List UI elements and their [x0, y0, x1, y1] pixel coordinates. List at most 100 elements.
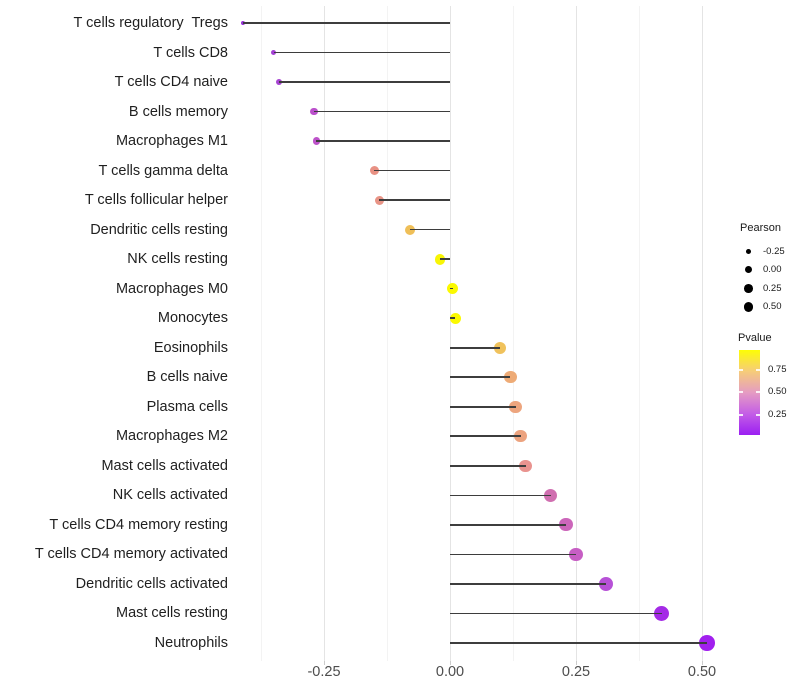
lollipop-dot: [504, 371, 517, 384]
lollipop-dot: [559, 518, 573, 532]
lollipop-dot: [654, 605, 670, 621]
lollipop-stem: [450, 376, 511, 379]
pvalue-gradient-tick: [756, 414, 760, 416]
x-axis-tick: [449, 661, 451, 665]
pearson-legend-item: -0.25: [740, 242, 800, 261]
pearson-legend-dot: [745, 266, 752, 274]
lollipop-dot: [699, 635, 715, 651]
gridline-major: [575, 6, 577, 661]
pearson-legend-dot-cell: [740, 283, 757, 293]
lollipop-stem: [450, 612, 662, 615]
gridline-minor: [512, 6, 514, 661]
lollipop-stem: [450, 494, 551, 497]
gridline-major: [449, 6, 451, 661]
lollipop-dot: [270, 49, 277, 56]
category-label: Mast cells activated: [101, 457, 228, 474]
pearson-legend-title: Pearson: [740, 222, 781, 234]
lollipop-dot: [374, 195, 385, 205]
category-label: Macrophages M0: [115, 280, 228, 297]
gridline-major: [701, 6, 703, 661]
category-label: T cells follicular helper: [84, 192, 228, 209]
category-label: T cells CD4 memory activated: [34, 546, 228, 563]
x-axis-tick: [701, 661, 703, 665]
pvalue-legend-tick-label: 0.25: [768, 409, 787, 421]
pearson-legend-dot-cell: [740, 248, 757, 254]
lollipop-stem: [450, 435, 521, 438]
lollipop-stem: [439, 258, 450, 260]
pvalue-gradient-tick: [756, 391, 760, 393]
lollipop-stem: [278, 81, 450, 83]
x-axis-tick-label: -0.25: [307, 664, 341, 680]
gridline-major: [323, 6, 325, 661]
pearson-legend-dot-cell: [740, 266, 757, 274]
pvalue-gradient-tick: [756, 369, 760, 371]
lollipop-stem: [374, 169, 450, 172]
pearson-legend-item-label: 0.25: [763, 282, 782, 294]
category-label: Plasma cells: [146, 398, 228, 415]
lollipop-stem: [450, 287, 453, 290]
pearson-legend-items: -0.25 0.00 0.25 0.50: [740, 242, 800, 316]
lollipop-stem: [409, 228, 450, 231]
x-axis-tick: [575, 661, 577, 665]
pvalue-gradient-tick: [739, 414, 743, 416]
category-label: Mast cells resting: [115, 605, 228, 622]
category-label: T cells regulatory Tregs: [73, 15, 228, 31]
pearson-legend-item: 0.25: [740, 279, 800, 298]
pvalue-legend-tick-label: 0.50: [768, 385, 787, 397]
lollipop-stem: [450, 583, 607, 585]
lollipop-dot: [404, 224, 415, 235]
lollipop-stem: [450, 553, 576, 556]
pvalue-gradient-tick: [739, 391, 743, 393]
pearson-legend-dot-cell: [740, 301, 757, 312]
x-axis-tick: [323, 661, 325, 665]
lollipop-stem: [450, 465, 526, 467]
gridline-minor: [386, 6, 388, 661]
lollipop-stem: [273, 51, 450, 54]
pvalue-legend-title: Pvalue: [738, 332, 772, 344]
category-label: Monocytes: [157, 310, 228, 327]
category-label: Dendritic cells activated: [75, 575, 228, 592]
x-axis-tick-label: 0.50: [687, 664, 717, 680]
lollipop-stem: [243, 22, 450, 24]
pearson-legend-item: 0.00: [740, 261, 800, 280]
pearson-legend-dot: [744, 283, 753, 293]
lollipop-dot: [312, 137, 321, 145]
lollipop-stem: [450, 317, 456, 319]
category-label: T cells CD8: [153, 44, 228, 61]
lollipop-dot: [241, 20, 246, 26]
category-label: B cells memory: [128, 103, 228, 120]
lollipop-stem: [316, 140, 450, 142]
category-label: T cells CD4 naive: [114, 74, 228, 91]
x-axis-tick-label: 0.00: [435, 664, 465, 680]
pearson-legend-dot: [743, 301, 754, 312]
lollipop-stem: [450, 642, 708, 644]
pvalue-gradient-bar: [739, 350, 760, 435]
category-label: NK cells activated: [112, 487, 228, 504]
pearson-legend-item-label: -0.25: [763, 245, 785, 257]
category-label: T cells gamma delta: [98, 162, 228, 179]
pearson-size-legend: Pearson -0.25 0.00 0.25 0.50: [740, 222, 800, 316]
category-label: Macrophages M2: [115, 428, 228, 445]
lollipop-stem: [379, 199, 450, 201]
lollipop-stem: [450, 405, 516, 408]
lollipop-stem: [450, 346, 501, 349]
lollipop-dot: [514, 430, 527, 443]
pvalue-gradient-wrap: 0.75 0.50 0.25: [738, 350, 798, 450]
x-axis-tick-label: 0.25: [561, 664, 591, 680]
category-label: B cells naive: [146, 369, 228, 386]
pearson-legend-dot: [746, 248, 751, 254]
pvalue-gradient-tick: [739, 369, 743, 371]
category-label: NK cells resting: [127, 251, 228, 268]
pearson-legend-item-label: 0.50: [763, 301, 782, 313]
category-label: Macrophages M1: [115, 133, 228, 150]
pearson-legend-item-label: 0.00: [763, 264, 782, 276]
category-label: Neutrophils: [154, 634, 228, 651]
pvalue-color-legend: Pvalue 0.75 0.50 0.25: [738, 332, 800, 450]
lollipop-stem: [450, 524, 566, 526]
category-label: T cells CD4 memory resting: [49, 516, 228, 533]
gridline-minor: [638, 6, 640, 661]
pvalue-legend-tick-label: 0.75: [768, 363, 787, 375]
category-label: Eosinophils: [153, 339, 228, 356]
pearson-legend-item: 0.50: [740, 298, 800, 317]
